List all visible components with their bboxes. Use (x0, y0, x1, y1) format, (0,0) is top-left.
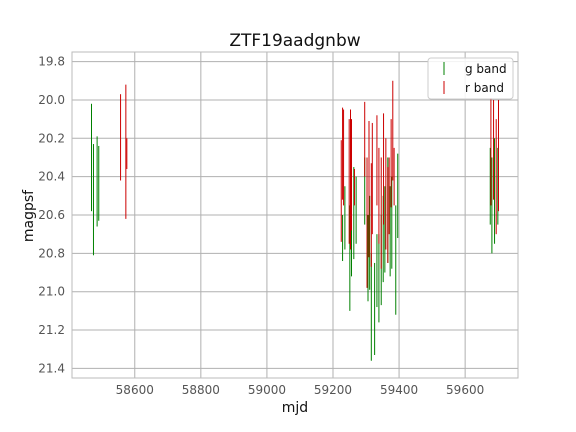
x-tick-label: 59400 (380, 383, 418, 397)
x-axis-ticks: 58600 58800 59000 59200 59400 59600 (116, 383, 485, 397)
y-tick-label: 20.6 (38, 208, 65, 222)
legend: g band r band (427, 57, 514, 100)
x-axis-label: mjd (282, 400, 308, 416)
y-tick-label: 20.2 (38, 131, 65, 145)
plot-frame (71, 51, 519, 379)
y-tick-label: 20.8 (38, 246, 65, 260)
legend-g-band-label: g band (465, 62, 507, 76)
y-tick-label: 21.0 (38, 285, 65, 299)
y-tick-label: 21.2 (38, 323, 65, 337)
x-tick-label: 59600 (446, 383, 484, 397)
y-tick-label: 20.0 (38, 93, 65, 107)
x-tick-label: 59200 (314, 383, 352, 397)
x-tick-label: 59000 (248, 383, 286, 397)
data-layer (90, 80, 500, 361)
y-tick-label: 19.8 (38, 55, 65, 69)
y-axis-label: magpsf (21, 189, 37, 242)
x-tick-label: 58600 (116, 383, 154, 397)
legend-box (427, 57, 514, 100)
y-tick-label: 21.4 (38, 361, 65, 375)
legend-r-band-label: r band (465, 81, 504, 95)
series-r-band (120, 80, 500, 288)
chart-title: ZTF19aadgnbw (229, 31, 360, 51)
y-axis-ticks: 19.8 20.0 20.2 20.4 20.6 20.8 21.0 21.2 21.4 (38, 55, 65, 376)
y-tick-label: 20.4 (38, 170, 65, 184)
x-tick-label: 58800 (182, 383, 220, 397)
grid (72, 52, 518, 378)
